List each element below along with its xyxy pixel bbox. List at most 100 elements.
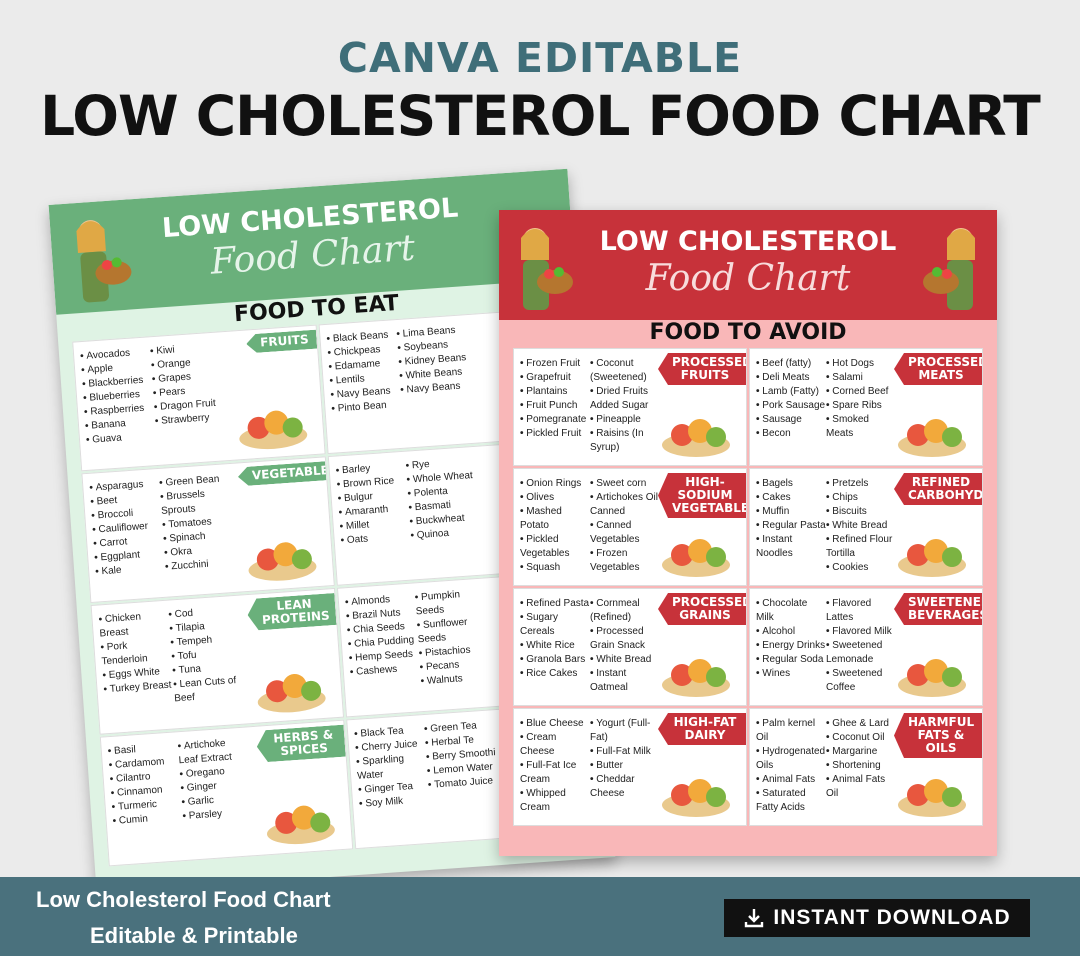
food-category-cell: AsparagusBeetBroccoliCauliflowerCarrotEg… [81, 456, 335, 604]
food-item: Rice Cakes [520, 667, 590, 681]
food-list-column: Beef (fatty)Deli MeatsLamb (Fatty)Pork S… [756, 357, 826, 441]
sheet-title: LOW CHOLESTEROL [599, 226, 897, 257]
banner-title: LOW CHOLESTEROL FOOD CHART [40, 84, 1041, 148]
food-list-column: BarleyBrown RiceBulgurAmaranthMilletOats [335, 460, 411, 549]
food-illustration [898, 419, 966, 457]
food-item: Instant Oatmeal [590, 667, 660, 695]
food-item: Instant Noodles [756, 533, 826, 561]
food-item: Hydrogenated Oils [756, 745, 826, 773]
food-item: Saturated Fatty Acids [756, 787, 826, 815]
food-category-cell: Frozen FruitGrapefruitPlantainsFruit Pun… [513, 348, 747, 466]
food-item: Mashed Potato [520, 505, 590, 533]
food-illustration [266, 805, 335, 845]
instant-download-badge: INSTANT DOWNLOAD [724, 899, 1030, 937]
food-item: Hot Dogs [826, 357, 896, 371]
food-item: Regular Pasta [756, 519, 826, 533]
food-item: Chips [826, 491, 896, 505]
food-list-column: Blue CheeseCream CheeseFull-Fat Ice Crea… [520, 717, 590, 815]
food-item: Granola Bars [520, 653, 590, 667]
food-category-cell: Blue CheeseCream CheeseFull-Fat Ice Crea… [513, 708, 747, 826]
food-list-column: Refined PastaSugary CerealsWhite RiceGra… [520, 597, 590, 681]
food-category-cell: Onion RingsOlivesMashed PotatoPickled Ve… [513, 468, 747, 586]
food-item: Artichokes Oil Canned [590, 491, 660, 519]
food-to-eat-sheet: LOW CHOLESTEROL Food Chart FOOD TO EAT A… [48, 168, 616, 894]
food-item: Cornmeal (Refined) [590, 597, 660, 625]
food-list-column: Coconut (Sweetened)Dried Fruits Added Su… [590, 357, 660, 455]
food-item: Alcohol [756, 625, 826, 639]
food-item: Animal Fats Oil [826, 773, 896, 801]
food-item: Full-Fat Ice Cream [520, 759, 590, 787]
sheet-header: LOW CHOLESTEROL Food Chart [499, 210, 997, 320]
category-tag: HERBS & SPICES [256, 725, 346, 763]
food-item: Lamb (Fatty) [756, 385, 826, 399]
food-item: Refined Pasta [520, 597, 590, 611]
food-item: White Bread [590, 653, 660, 667]
food-item: Blue Cheese [520, 717, 590, 731]
food-list-column: Yogurt (Full-Fat)Full-Fat MilkButterChed… [590, 717, 660, 801]
food-list-column: Chocolate MilkAlcoholEnergy DrinksRegula… [756, 597, 826, 681]
food-item: Squash [520, 561, 590, 575]
food-item: Processed Grain Snack [590, 625, 660, 653]
food-list-column: Artichoke Leaf ExtractOreganoGingerGarli… [177, 735, 253, 824]
food-category-cell: Beef (fatty)Deli MeatsLamb (Fatty)Pork S… [749, 348, 983, 466]
food-item: Butter [590, 759, 660, 773]
food-item: Regular Soda [756, 653, 826, 667]
food-category-cell: AvocadosAppleBlackberriesBlueberriesRasp… [72, 324, 326, 472]
food-item: Yogurt (Full-Fat) [590, 717, 660, 745]
food-item: Spare Ribs [826, 399, 896, 413]
food-item: Plantains [520, 385, 590, 399]
food-illustration [898, 539, 966, 577]
food-item: Pineapple [590, 413, 660, 427]
food-list-column: AvocadosAppleBlackberriesBlueberriesRasp… [80, 345, 157, 448]
food-item: Sweetened Lemonade [826, 639, 896, 667]
banner-subtitle: CANVA EDITABLE [337, 34, 743, 82]
food-item: Whipped Cream [520, 787, 590, 815]
food-item: Olives [520, 491, 590, 505]
category-tag: HIGH-SODIUM VEGETABLES [658, 473, 746, 518]
category-tag: PROCESSED FRUITS [658, 353, 746, 385]
food-illustration [898, 659, 966, 697]
food-item: Beef (fatty) [756, 357, 826, 371]
section-title: FOOD TO AVOID [649, 320, 847, 345]
food-item: Corned Beef [826, 385, 896, 399]
food-item: Bagels [756, 477, 826, 491]
food-list-column: RyeWhole WheatPolentaBasmatiBuckwheatQui… [405, 455, 481, 544]
food-item: Cream Cheese [520, 731, 590, 759]
food-item: Biscuits [826, 505, 896, 519]
food-list-column: Green TeaHerbal TeBerry SmoothiLemon Wat… [424, 718, 499, 793]
food-list-column: Palm kernel OilHydrogenated OilsAnimal F… [756, 717, 826, 815]
category-tag: FRUITS [246, 330, 318, 354]
food-item: Refined Flour Tortilla [826, 533, 896, 561]
food-item: Cookies [826, 561, 896, 575]
sheet-script-title: Food Chart [645, 258, 851, 299]
category-tag: LEAN PROTEINS [247, 593, 337, 631]
food-illustration [248, 542, 317, 581]
category-tag: HARMFUL FATS & OILS [894, 713, 982, 758]
food-list-column: AsparagusBeetBroccoliCauliflowerCarrotEg… [89, 477, 166, 580]
food-item: Shortening [826, 759, 896, 773]
food-list-column: Chicken BreastPork TenderloinEggs WhiteT… [98, 609, 174, 698]
food-item: Grapefruit [520, 371, 590, 385]
food-list-column: CodTilapiaTempehTofuTunaLean Cuts of Bee… [168, 604, 245, 707]
food-list-column: Lima BeansSoybeansKidney BeansWhite Bean… [396, 323, 471, 398]
download-icon [745, 909, 764, 928]
food-list-column: Frozen FruitGrapefruitPlantainsFruit Pun… [520, 357, 590, 441]
food-item: Full-Fat Milk [590, 745, 660, 759]
food-item: White Rice [520, 639, 590, 653]
food-item: Becon [756, 427, 826, 441]
food-item: Fruit Punch [520, 399, 590, 413]
food-item: Coconut (Sweetened) [590, 357, 660, 385]
food-item: Wines [756, 667, 826, 681]
food-illustration [898, 779, 966, 817]
food-item: Ghee & Lard [826, 717, 896, 731]
food-item: Sausage [756, 413, 826, 427]
food-item: Frozen Vegetables [590, 547, 660, 575]
category-tag: VEGETABLES [237, 461, 326, 486]
food-illustration [662, 659, 730, 697]
food-item: Cheddar Cheese [590, 773, 660, 801]
food-item: Pickled Fruit [520, 427, 590, 441]
food-illustration [662, 539, 730, 577]
category-tag: HIGH-FAT DAIRY [658, 713, 746, 745]
category-tag: SWEETENED BEVERAGES [894, 593, 982, 625]
food-item: Flavored Milk [826, 625, 896, 639]
